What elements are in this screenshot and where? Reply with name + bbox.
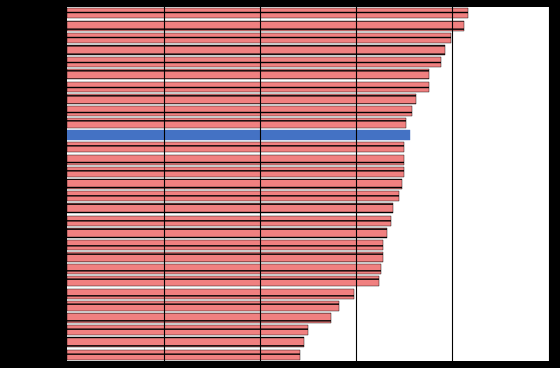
- Bar: [67, 8, 468, 18]
- Bar: [67, 264, 381, 274]
- Bar: [67, 167, 404, 177]
- Bar: [67, 191, 399, 201]
- Bar: [67, 240, 383, 250]
- Bar: [67, 142, 404, 152]
- Bar: [67, 301, 339, 311]
- Bar: [67, 337, 304, 347]
- Bar: [67, 289, 354, 299]
- Bar: [67, 252, 383, 262]
- Bar: [67, 155, 404, 164]
- Bar: [67, 118, 406, 128]
- Bar: [67, 57, 441, 67]
- Bar: [67, 179, 403, 189]
- Bar: [67, 313, 331, 323]
- Bar: [67, 228, 387, 238]
- Bar: [67, 325, 308, 335]
- Bar: [67, 216, 391, 226]
- Bar: [67, 350, 300, 360]
- Bar: [67, 82, 430, 92]
- Bar: [67, 276, 379, 286]
- Bar: [67, 21, 464, 31]
- Bar: [67, 204, 393, 213]
- Bar: [67, 130, 410, 140]
- Bar: [67, 33, 451, 43]
- Bar: [67, 45, 445, 55]
- Bar: [67, 69, 430, 79]
- Bar: [67, 106, 412, 116]
- Bar: [67, 94, 416, 104]
